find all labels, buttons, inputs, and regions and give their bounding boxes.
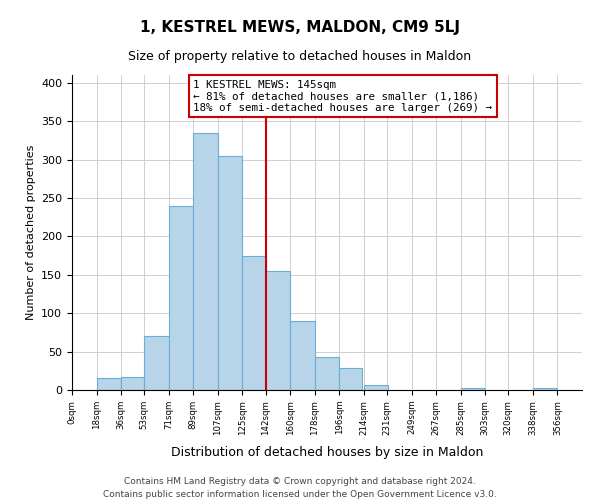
Bar bbox=[364, 384, 388, 390]
Bar bbox=[121, 377, 144, 390]
Bar bbox=[315, 357, 339, 390]
Bar bbox=[218, 156, 242, 390]
Text: Size of property relative to detached houses in Maldon: Size of property relative to detached ho… bbox=[128, 50, 472, 63]
Text: Contains HM Land Registry data © Crown copyright and database right 2024.: Contains HM Land Registry data © Crown c… bbox=[124, 478, 476, 486]
Text: 1, KESTREL MEWS, MALDON, CM9 5LJ: 1, KESTREL MEWS, MALDON, CM9 5LJ bbox=[140, 20, 460, 35]
Bar bbox=[242, 256, 266, 390]
Bar bbox=[461, 388, 485, 390]
Bar bbox=[97, 378, 121, 390]
Bar bbox=[533, 388, 557, 390]
Text: Contains public sector information licensed under the Open Government Licence v3: Contains public sector information licen… bbox=[103, 490, 497, 499]
Bar bbox=[339, 368, 362, 390]
Text: 1 KESTREL MEWS: 145sqm
← 81% of detached houses are smaller (1,186)
18% of semi-: 1 KESTREL MEWS: 145sqm ← 81% of detached… bbox=[193, 80, 493, 113]
Bar bbox=[290, 321, 315, 390]
Bar bbox=[169, 206, 193, 390]
X-axis label: Distribution of detached houses by size in Maldon: Distribution of detached houses by size … bbox=[171, 446, 483, 458]
Bar bbox=[266, 271, 290, 390]
Bar bbox=[144, 336, 169, 390]
Bar bbox=[193, 132, 218, 390]
Y-axis label: Number of detached properties: Number of detached properties bbox=[26, 145, 35, 320]
